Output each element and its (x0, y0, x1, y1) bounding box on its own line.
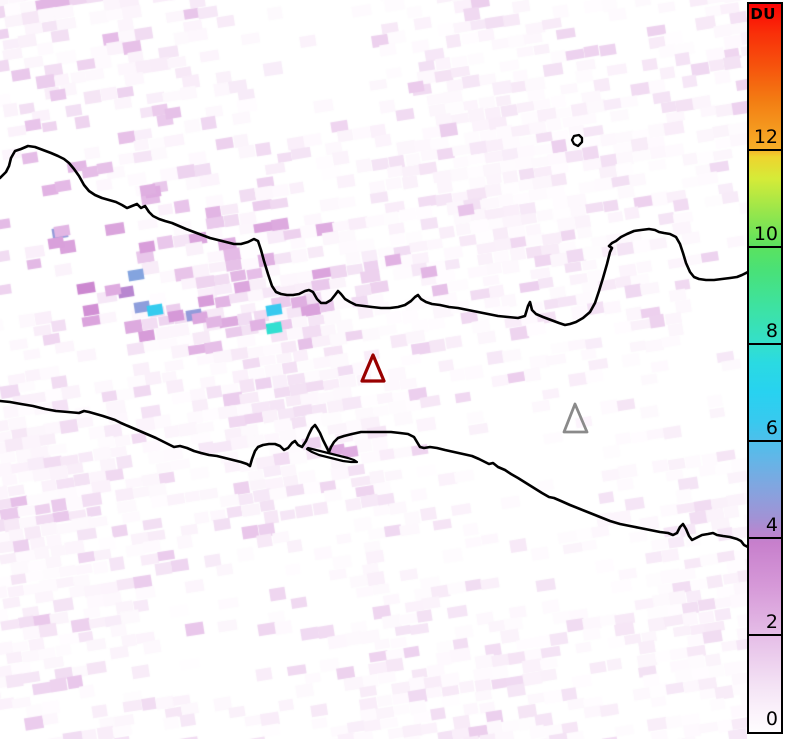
colorbar-tick-label: 6 (765, 416, 778, 439)
colorbar-tick-line (749, 342, 781, 345)
colorbar-tick-label: 0 (765, 708, 778, 730)
coastline-south-java (0, 399, 747, 548)
colorbar-unit-label: DU (750, 5, 776, 23)
colorbar-tick-label: 12 (753, 125, 778, 148)
volcano-marker-gray (562, 402, 589, 434)
colorbar-tick-line (749, 439, 781, 442)
offshore-island-outline (570, 133, 584, 148)
colorbar: 0 2 4 6 8 10 12 DU (747, 2, 783, 734)
colorbar-tick-label: 8 (765, 319, 778, 342)
map-svg (0, 133, 747, 548)
colorbar-tick-label: 10 (753, 222, 778, 245)
colorbar-tick-line (749, 148, 781, 151)
colorbar-tick-line (749, 633, 781, 636)
colorbar-tick-line (749, 536, 781, 539)
colorbar-gradient (749, 4, 781, 732)
volcano-marker-red (360, 353, 386, 383)
colorbar-tick-label: 2 (765, 610, 778, 633)
colorbar-tick-line (749, 245, 781, 248)
map-area (0, 0, 747, 739)
coastline-lagoon-spit (305, 446, 359, 464)
coastline-north-java (0, 144, 747, 327)
colorbar-tick-label: 4 (765, 513, 778, 536)
satellite-pixel-field (0, 0, 747, 739)
